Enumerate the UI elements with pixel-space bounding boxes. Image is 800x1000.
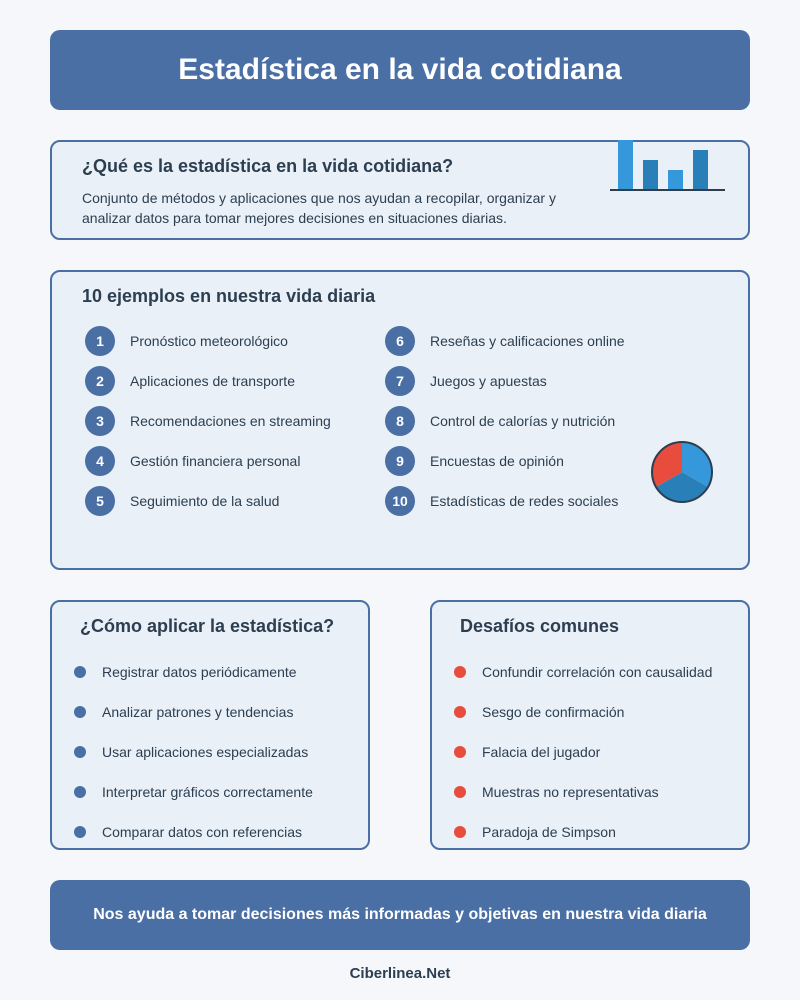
- how-to-apply-card: ¿Cómo aplicar la estadística? Registrar …: [50, 600, 370, 850]
- pie-chart-icon-slice: [656, 472, 708, 502]
- bullet-dot: [74, 666, 86, 678]
- example-number: 6: [385, 326, 415, 356]
- example-item: 5 Seguimiento de la salud: [85, 486, 279, 516]
- bullet-dot: [74, 826, 86, 838]
- conclusion-banner: Nos ayuda a tomar decisiones más informa…: [50, 880, 750, 950]
- example-item: 8 Control de calorías y nutrición: [385, 406, 615, 436]
- bullet-dot: [74, 786, 86, 798]
- bullet-dot: [454, 666, 466, 678]
- challenges-heading: Desafíos comunes: [460, 616, 620, 636]
- bullet-dot: [74, 746, 86, 758]
- challenge-item: Falacia del jugador: [454, 742, 600, 762]
- bullet-dot: [454, 706, 466, 718]
- example-label: Aplicaciones de transporte: [130, 373, 295, 389]
- example-label: Juegos y apuestas: [430, 373, 547, 389]
- example-number: 1: [85, 326, 115, 356]
- example-item: 1 Pronóstico meteorológico: [85, 326, 288, 356]
- challenge-item: Confundir correlación con causalidad: [454, 662, 712, 682]
- how-to-apply-label: Usar aplicaciones especializadas: [102, 744, 309, 760]
- example-item: 3 Recomendaciones en streaming: [85, 406, 331, 436]
- example-number: 4: [85, 446, 115, 476]
- example-item: 9 Encuestas de opinión: [385, 446, 564, 476]
- bar-chart-icon-bar: [668, 170, 683, 190]
- how-to-apply-item: Interpretar gráficos correctamente: [74, 782, 313, 802]
- bullet-dot: [74, 706, 86, 718]
- challenge-item: Sesgo de confirmación: [454, 702, 624, 722]
- bullet-dot: [454, 786, 466, 798]
- how-to-apply-label: Comparar datos con referencias: [102, 824, 302, 840]
- bar-chart-icon-bar: [618, 140, 633, 190]
- example-number: 3: [85, 406, 115, 436]
- bar-chart-icon: [610, 140, 725, 191]
- challenge-label: Muestras no representativas: [482, 784, 659, 800]
- site-credit: Ciberlinea.Net: [349, 965, 451, 982]
- page-title: Estadística en la vida cotidiana: [178, 53, 622, 86]
- examples-heading: 10 ejemplos en nuestra vida diaria: [82, 286, 376, 306]
- challenge-label: Falacia del jugador: [482, 744, 601, 760]
- example-label: Seguimiento de la salud: [130, 493, 280, 509]
- conclusion-text: Nos ayuda a tomar decisiones más informa…: [93, 906, 707, 923]
- bullet-dot: [454, 746, 466, 758]
- challenges-card: Desafíos comunes Confundir correlación c…: [430, 600, 750, 850]
- pie-chart-icon: [651, 441, 713, 503]
- challenge-label: Sesgo de confirmación: [482, 704, 625, 720]
- example-label: Pronóstico meteorológico: [130, 333, 288, 349]
- challenge-label: Paradoja de Simpson: [482, 824, 616, 840]
- example-label: Reseñas y calificaciones online: [430, 333, 625, 349]
- example-number: 8: [385, 406, 415, 436]
- definition-heading: ¿Qué es la estadística en la vida cotidi…: [82, 156, 454, 176]
- how-to-apply-label: Analizar patrones y tendencias: [102, 704, 294, 720]
- example-item: 4 Gestión financiera personal: [85, 446, 300, 476]
- how-to-apply-item: Comparar datos con referencias: [74, 822, 302, 842]
- bar-chart-icon-bar: [643, 160, 658, 190]
- example-label: Recomendaciones en streaming: [130, 413, 331, 429]
- example-number: 2: [85, 366, 115, 396]
- example-number: 10: [385, 486, 415, 516]
- example-label: Encuestas de opinión: [430, 453, 564, 469]
- pie-chart-icon-outline: [651, 441, 713, 503]
- how-to-apply-item: Usar aplicaciones especializadas: [74, 742, 308, 762]
- definition-card: ¿Qué es la estadística en la vida cotidi…: [50, 140, 750, 240]
- how-to-apply-label: Interpretar gráficos correctamente: [102, 784, 313, 800]
- example-item: 7 Juegos y apuestas: [385, 366, 547, 396]
- example-item: 6 Reseñas y calificaciones online: [385, 326, 625, 356]
- challenge-label: Confundir correlación con causalidad: [482, 664, 713, 680]
- bullet-dot: [454, 826, 466, 838]
- example-number: 7: [385, 366, 415, 396]
- example-label: Estadísticas de redes sociales: [430, 493, 619, 509]
- title-banner: Estadística en la vida cotidiana: [50, 30, 750, 110]
- how-to-apply-item: Registrar datos periódicamente: [74, 662, 297, 682]
- example-number: 9: [385, 446, 415, 476]
- examples-card: 10 ejemplos en nuestra vida diaria 1 Pro…: [50, 270, 750, 570]
- example-label: Control de calorías y nutrición: [430, 413, 616, 429]
- how-to-apply-heading: ¿Cómo aplicar la estadística?: [80, 616, 335, 636]
- example-item: 2 Aplicaciones de transporte: [85, 366, 295, 396]
- example-item: 10 Estadísticas de redes sociales: [385, 486, 618, 516]
- definition-text: Conjunto de métodos y aplicaciones que n…: [82, 190, 556, 226]
- example-label: Gestión financiera personal: [130, 453, 301, 469]
- challenge-item: Muestras no representativas: [454, 782, 659, 802]
- bar-chart-icon-bar: [693, 150, 708, 190]
- how-to-apply-label: Registrar datos periódicamente: [102, 664, 297, 680]
- example-number: 5: [85, 486, 115, 516]
- challenge-item: Paradoja de Simpson: [454, 822, 616, 842]
- how-to-apply-item: Analizar patrones y tendencias: [74, 702, 293, 722]
